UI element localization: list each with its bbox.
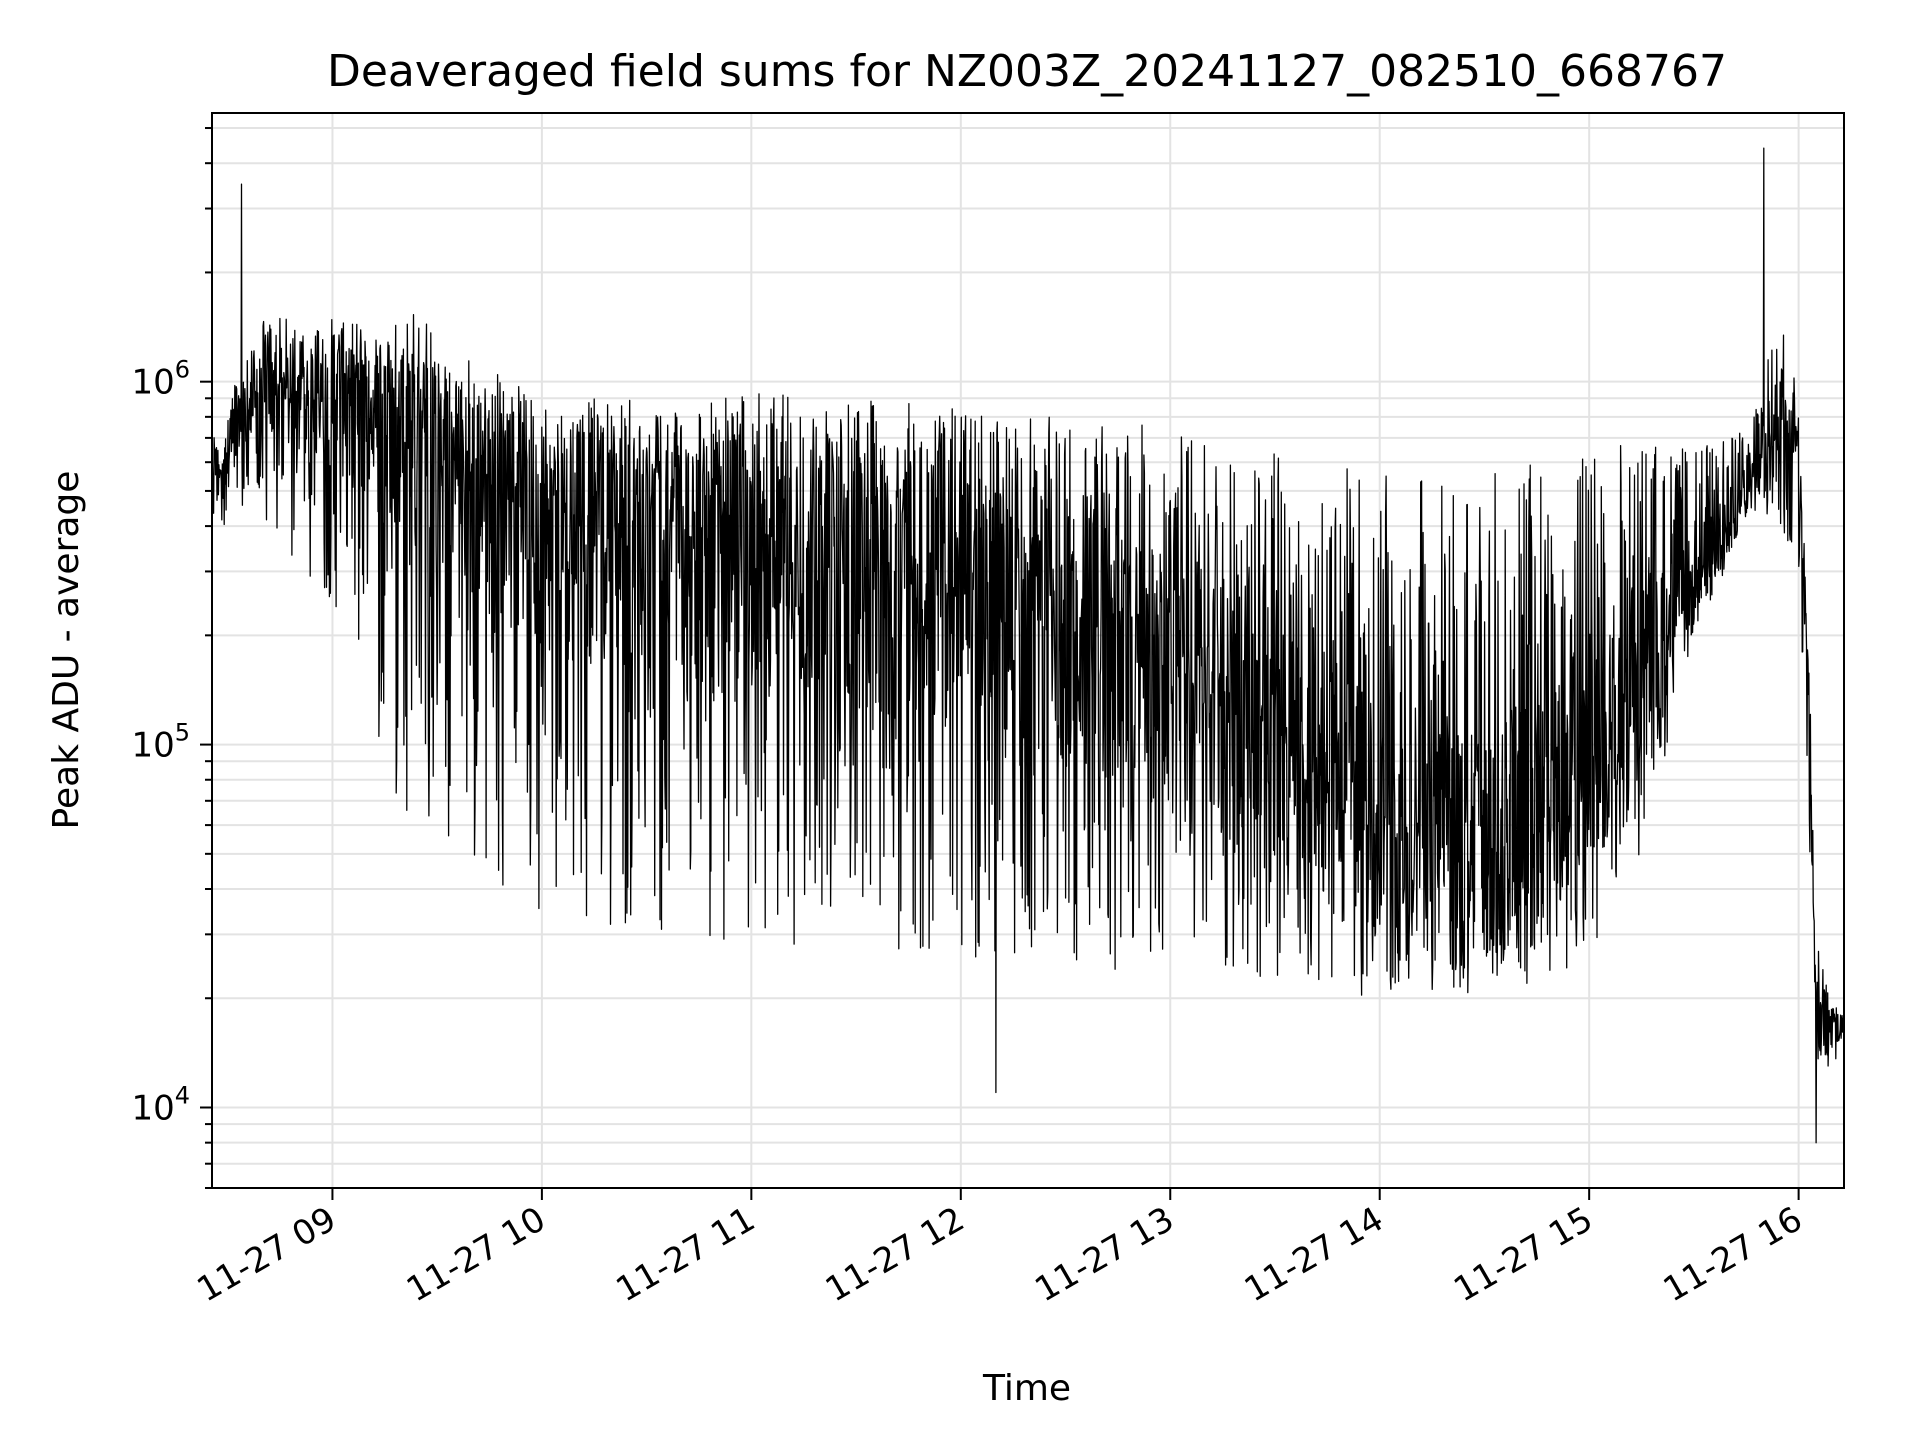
x-tick-label: 11-27 13 [1028, 1199, 1180, 1310]
y-tick-label: 106 [131, 356, 190, 403]
x-tick-label: 11-27 11 [609, 1199, 761, 1310]
data-layer [212, 147, 1844, 1144]
x-tick-label: 11-27 10 [400, 1199, 552, 1310]
x-tick-label: 11-27 16 [1657, 1199, 1809, 1310]
x-tick-label: 11-27 15 [1447, 1199, 1599, 1310]
x-tick-label: 11-27 14 [1238, 1199, 1390, 1310]
y-tick-label: 104 [131, 1081, 190, 1128]
y-tick-label: 105 [131, 719, 190, 766]
x-tick-label: 11-27 09 [191, 1199, 343, 1310]
chart-title: Deaveraged field sums for NZ003Z_2024112… [327, 46, 1727, 97]
x-tick-label: 11-27 12 [819, 1199, 971, 1310]
plot-frame [211, 112, 1845, 1189]
x-axis-label: Time [982, 1368, 1071, 1409]
y-axis-label: Peak ADU - average [46, 471, 87, 830]
series-line [212, 147, 1844, 1144]
